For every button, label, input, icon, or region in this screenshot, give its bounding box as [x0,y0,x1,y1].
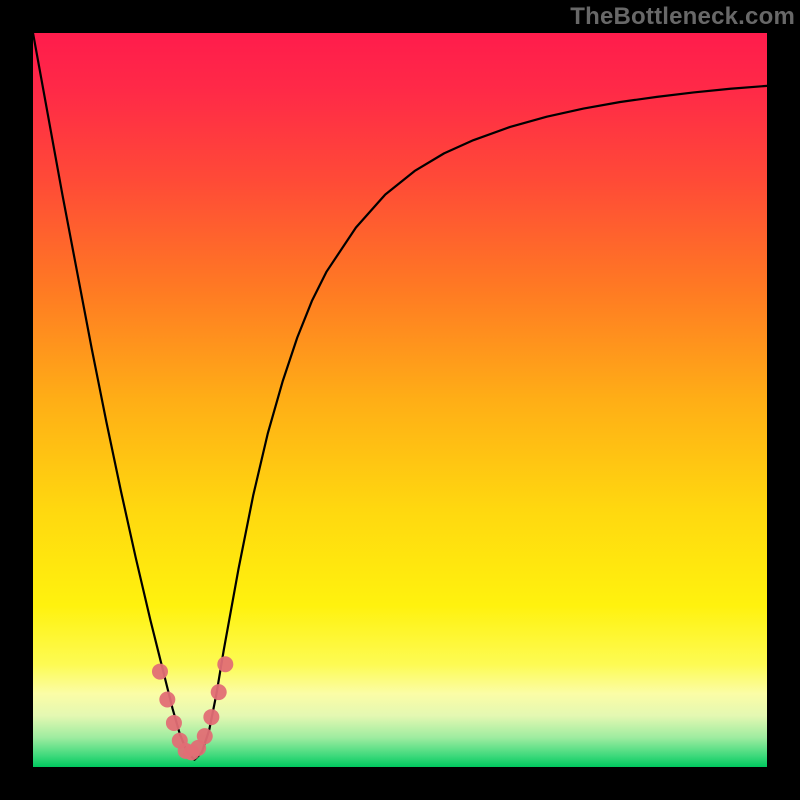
stage: TheBottleneck.com [0,0,800,800]
plot-background [33,33,767,767]
curve-marker [197,728,213,744]
watermark-label: TheBottleneck.com [570,3,795,31]
plot-svg [33,33,767,767]
curve-marker [217,656,233,672]
curve-marker [166,715,182,731]
curve-marker [211,684,227,700]
curve-marker [152,664,168,680]
curve-marker [203,709,219,725]
bottleneck-plot [33,33,767,767]
curve-marker [159,691,175,707]
